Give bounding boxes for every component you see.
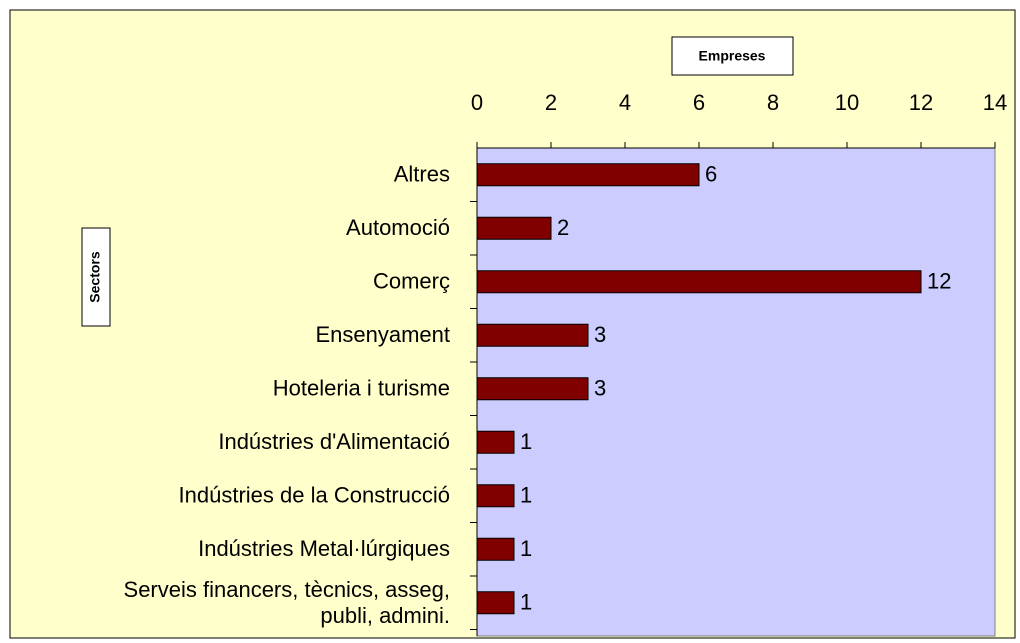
value-label: 1 [520, 429, 532, 454]
bar [476, 377, 589, 401]
y-tick-label: Comerç [373, 269, 450, 294]
x-axis-title: Empreses [699, 48, 766, 64]
y-tick-label: Indústries d'Alimentació [218, 429, 450, 454]
value-label: 3 [594, 322, 606, 347]
bar [476, 537, 515, 561]
y-tick-label: Hoteleria i turisme [273, 376, 450, 401]
value-label: 1 [520, 483, 532, 508]
value-label: 6 [705, 162, 717, 187]
bar [476, 216, 552, 240]
value-label: 2 [557, 215, 569, 240]
x-axis-title-box [671, 36, 794, 76]
bar [476, 323, 589, 347]
x-tick-label: 6 [693, 90, 705, 115]
x-tick-label: 0 [471, 90, 483, 115]
bar [476, 163, 700, 187]
bar [476, 484, 515, 508]
y-tick-label: Automoció [346, 215, 450, 240]
value-label: 1 [520, 590, 532, 615]
value-label: 3 [594, 376, 606, 401]
y-axis-title-box [81, 227, 111, 327]
bar [476, 591, 515, 615]
y-tick-label: Indústries Metal·lúrgiques [198, 536, 450, 561]
y-tick-label: Indústries de la Construcció [179, 483, 450, 508]
x-tick-label: 8 [767, 90, 779, 115]
x-tick-label: 4 [619, 90, 631, 115]
value-label: 12 [927, 269, 951, 294]
x-tick-label: 10 [835, 90, 859, 115]
y-axis-title: Sectors [87, 251, 103, 303]
y-tick-label: Ensenyament [315, 322, 450, 347]
x-tick-label: 14 [983, 90, 1007, 115]
bar [476, 430, 515, 454]
x-tick-label: 2 [545, 90, 557, 115]
value-label: 1 [520, 536, 532, 561]
y-tick-label: Altres [394, 162, 450, 187]
x-tick-label: 12 [909, 90, 933, 115]
bar [476, 270, 922, 294]
y-tick-label: Serveis financers, tècnics, asseg, publi,… [124, 577, 450, 628]
